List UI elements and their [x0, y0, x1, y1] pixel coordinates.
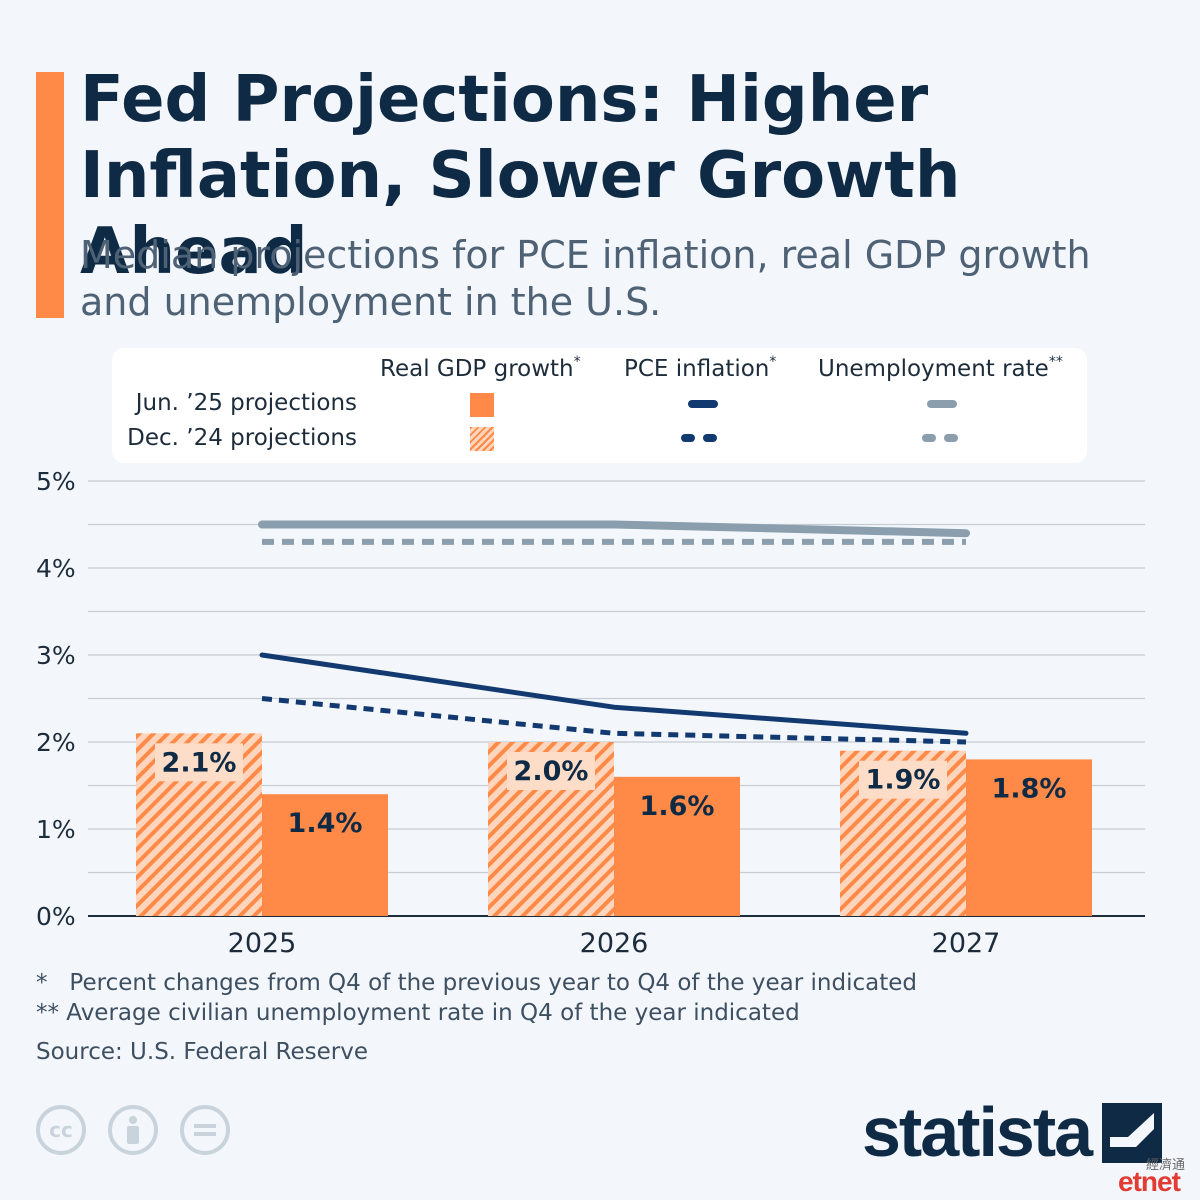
line-pce-jun25 [259, 652, 969, 736]
legend-row-jun25: Jun. ’25 projections [135, 390, 357, 416]
y-tick-label: 3% [36, 641, 76, 670]
legend-dash-unemp-dec-b [944, 434, 958, 442]
x-tick-label: 2027 [932, 928, 1001, 959]
legend-dash-pce-dec-b [703, 434, 717, 442]
bar-gdp-jun25 [262, 794, 388, 916]
legend-col-unemployment: Unemployment rate** [818, 354, 1063, 382]
page-title: Fed Projections: Higher Inflation, Slowe… [80, 63, 961, 289]
y-tick-label: 4% [36, 554, 76, 583]
y-tick-label: 5% [36, 467, 76, 496]
x-tick-label: 2026 [580, 928, 649, 959]
x-tick-label: 2025 [228, 928, 297, 959]
bar-label-bg [859, 760, 947, 799]
y-tick-label: 0% [36, 902, 76, 931]
bar-label-bg [155, 743, 243, 782]
footnote-gdp: * Percent changes from Q4 of the previou… [36, 970, 917, 996]
etnet-cn-watermark: 經濟通 [1146, 1158, 1186, 1173]
bar-label-gdp-dec24: 1.9% [866, 765, 941, 796]
etnet-watermark: etnet [1118, 1166, 1181, 1197]
legend-dash-unemp-dec-a [922, 434, 936, 442]
legend-col-pce: PCE inflation* [624, 354, 777, 382]
no-derivatives-icon[interactable] [180, 1105, 230, 1155]
attribution-icon[interactable] [108, 1105, 158, 1155]
bar-label-gdp-jun25: 1.6% [640, 791, 715, 822]
legend-col-gdp: Real GDP growth* [380, 354, 581, 382]
line-unemployment-jun25 [258, 520, 970, 538]
cc-icon[interactable]: cc [36, 1105, 86, 1155]
y-tick-label: 2% [36, 728, 76, 757]
source-note[interactable]: Source: U.S. Federal Reserve [36, 1039, 368, 1065]
y-tick-label: 1% [36, 815, 76, 844]
legend-swatch-gdp-dec [470, 427, 494, 451]
bar-label-gdp-dec24: 2.0% [514, 756, 589, 787]
legend-line-unemp-jun [927, 400, 957, 408]
statista-mark-icon [1102, 1103, 1162, 1163]
legend-row-dec24: Dec. ’24 projections [127, 425, 357, 451]
bar-gdp-jun25 [614, 776, 740, 916]
legend: Real GDP growth* PCE inflation* Unemploy… [112, 348, 1087, 463]
chart: 0% 1% 2% 3% 4% 5% 2025 2026 2027 2.1% 1.4% 2.0% 1.6… [36, 467, 1145, 959]
bar-label-gdp-jun25: 1.4% [288, 808, 363, 839]
accent-bar [36, 72, 64, 318]
bar-label-gdp-dec24: 2.1% [162, 747, 237, 778]
bar-gdp-jun25 [966, 759, 1092, 916]
legend-dash-pce-dec-a [681, 434, 695, 442]
legend-swatch-gdp-jun [470, 393, 494, 417]
legend-line-pce-jun [688, 400, 718, 408]
page-subtitle: Median projections for PCE inflation, re… [80, 233, 1091, 324]
footnote-unemployment: ** Average civilian unemployment rate in… [36, 1000, 800, 1026]
bar-label-gdp-jun25: 1.8% [992, 773, 1067, 804]
bar-label-bg [507, 752, 595, 790]
statista-logo[interactable]: statista [862, 1093, 1093, 1171]
